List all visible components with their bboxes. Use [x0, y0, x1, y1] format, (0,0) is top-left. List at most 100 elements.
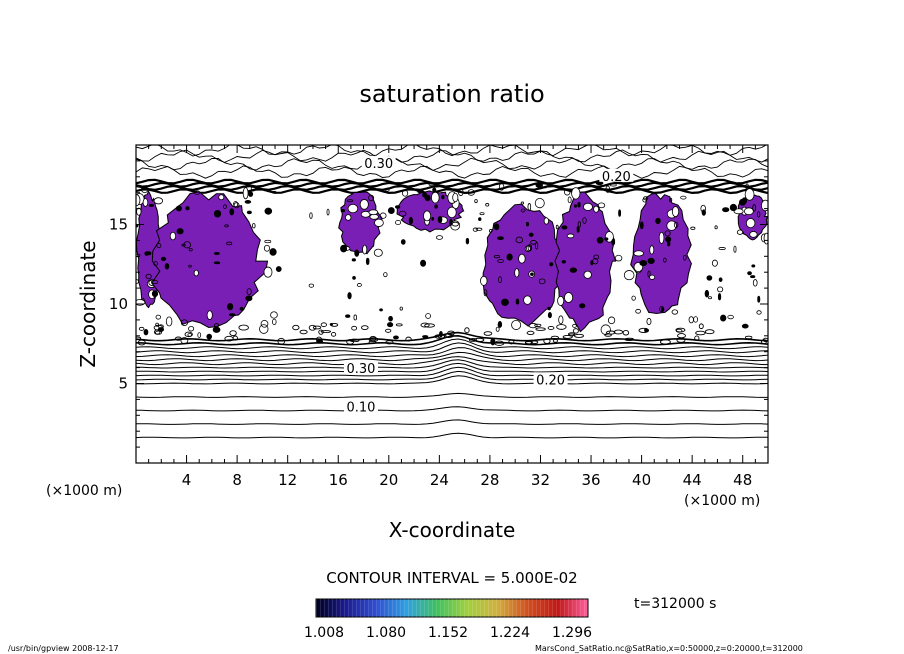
noise-dot [417, 190, 425, 194]
cloud-base-dot [385, 340, 394, 345]
noise-dot [428, 182, 436, 187]
noise-dot [224, 224, 229, 228]
x-tick-label: 40 [632, 471, 651, 489]
noise-dot [340, 209, 346, 213]
noise-dot [693, 316, 699, 323]
cloud-base-dot [351, 325, 358, 331]
cloud-base-dot [154, 330, 162, 335]
noise-dot [530, 272, 534, 276]
region-hole [374, 218, 384, 227]
noise-dot [227, 302, 234, 311]
region-hole [744, 188, 755, 201]
region-hole [153, 197, 164, 205]
contour-label-bg [343, 399, 378, 413]
noise-dot [250, 186, 256, 192]
noise-dot [718, 277, 723, 282]
noise-dot [757, 295, 761, 303]
noise-dot [383, 272, 388, 278]
noisy-contour-dots [136, 181, 768, 346]
noise-dot [188, 326, 195, 332]
cloud-base-dot [562, 334, 573, 339]
contour-line [136, 419, 768, 425]
noise-dot [164, 263, 170, 270]
y-tick-label: 5 [118, 375, 128, 393]
region-hole [534, 197, 545, 209]
noise-dot [346, 199, 354, 203]
noise-dot [739, 198, 747, 206]
cloud-base-dot [572, 328, 579, 334]
noise-dot [248, 191, 254, 197]
cloud-base-dot [405, 336, 412, 342]
region-hole [368, 209, 379, 216]
noise-dot [683, 254, 687, 261]
lower-contour-lines [136, 331, 768, 439]
region-hole [155, 314, 161, 320]
noise-dot [226, 241, 233, 246]
tropopause-contour [136, 184, 768, 191]
noise-dot [751, 264, 756, 268]
noise-dot [498, 183, 505, 191]
noise-dot [399, 306, 403, 311]
noise-dot [155, 322, 159, 327]
noise-dot [263, 244, 271, 252]
noise-dot [609, 183, 617, 187]
noise-dot [576, 226, 580, 233]
region-hole [671, 206, 680, 218]
noise-dot [351, 258, 356, 262]
noise-dot [422, 335, 429, 339]
noise-dot [497, 321, 503, 328]
region-hole [193, 269, 199, 277]
region-hole [345, 214, 352, 221]
noise-dot [352, 275, 356, 280]
region-hole [447, 206, 457, 219]
x-unit-label-left: (×1000 m) [46, 483, 122, 499]
cloud-base-dot [468, 338, 477, 342]
region-hole [543, 217, 550, 225]
noise-dot [180, 319, 189, 326]
region-hole [263, 266, 273, 278]
noise-dot [194, 190, 201, 195]
noise-dot [506, 253, 513, 261]
noise-dot [222, 204, 227, 210]
noise-dot [618, 209, 622, 217]
noise-dot [733, 245, 737, 253]
noise-dot [643, 196, 649, 201]
noise-dot [569, 267, 578, 273]
noise-dot [356, 283, 362, 287]
cloud-base-dot [534, 323, 542, 328]
cloud-base-dot [552, 338, 558, 343]
region-hole [583, 270, 592, 279]
noise-dot [573, 204, 578, 208]
noise-dot [260, 319, 269, 328]
upper-contour [136, 165, 768, 179]
contour-label: 0.20 [602, 170, 631, 185]
noise-dot [690, 226, 696, 230]
noise-dot [688, 316, 694, 324]
cloud-base-dot [464, 327, 470, 334]
cloud-base-dot [184, 331, 193, 338]
x-tick-label: 12 [278, 471, 297, 489]
noise-dot [395, 205, 401, 209]
x-tick-label: 16 [329, 471, 348, 489]
noise-dot [160, 256, 167, 262]
contour-line [136, 362, 768, 373]
region-hole [736, 229, 744, 235]
noise-dot [151, 290, 159, 298]
noise-dot [604, 237, 609, 241]
noise-dot [141, 186, 149, 193]
noise-dot [271, 190, 277, 194]
noise-dot [582, 217, 587, 224]
noise-dot [720, 314, 727, 322]
region-hole [142, 198, 149, 207]
cloud-base-dot [556, 324, 567, 330]
contour-labels: 0.10 0.20 0.30 0.30 0.20 [343, 156, 634, 415]
cloud-base-dot [437, 334, 447, 339]
footer-right: MarsCond_SatRatio.nc@SatRatio,x=0:50000,… [535, 644, 803, 653]
noise-dot [528, 232, 534, 237]
noise-dot [345, 314, 351, 318]
x-tick-label: 24 [430, 471, 449, 489]
region-hole [582, 202, 593, 211]
cloud-base-dot [299, 329, 308, 335]
cloud-base-dot [447, 330, 455, 336]
noise-dot [408, 216, 413, 225]
